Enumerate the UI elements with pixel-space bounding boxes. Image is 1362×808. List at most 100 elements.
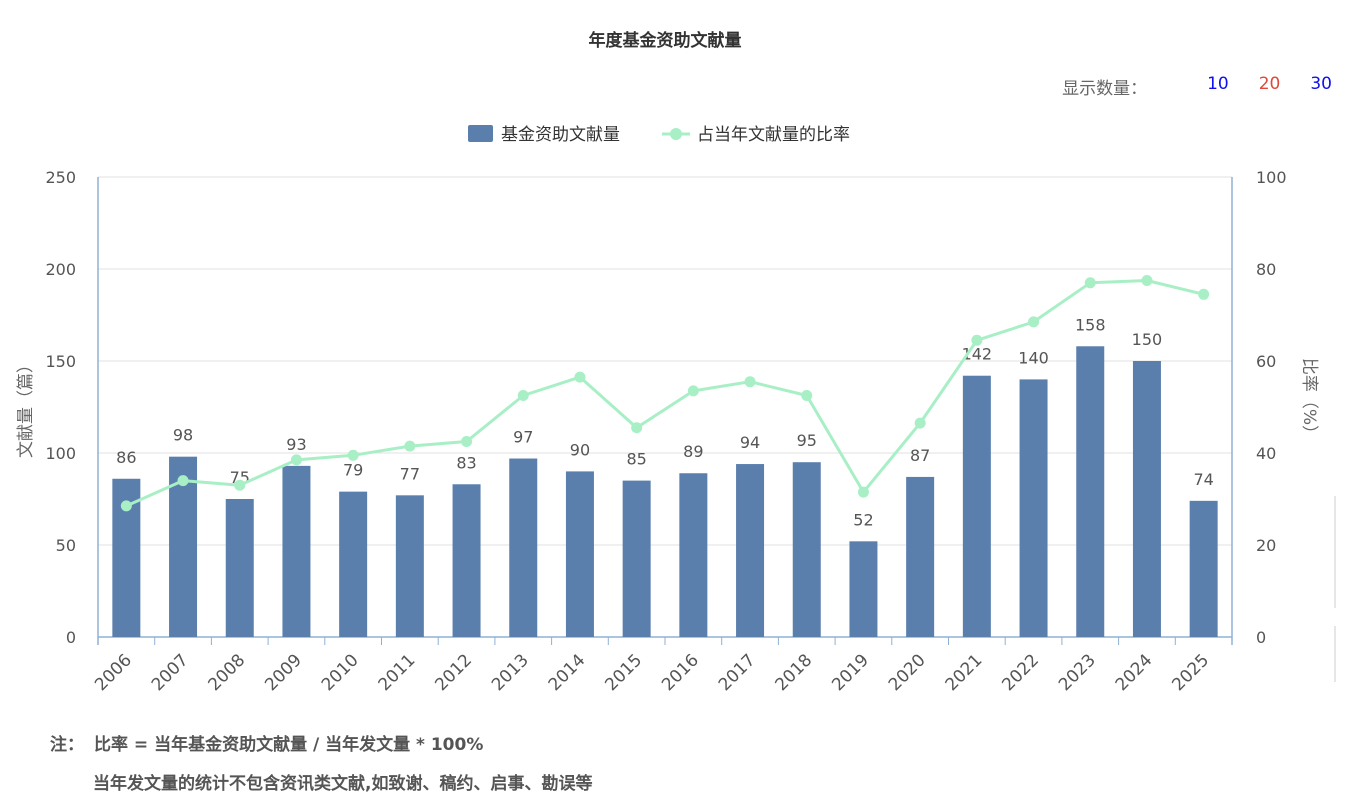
bar-data-label: 140 [1018,348,1049,367]
x-tick-label: 2006 [91,650,136,695]
x-tick-label: 2007 [148,650,193,695]
ratio-point [120,500,132,512]
display-count-selector: 显示数量： 10 20 30 [1062,74,1332,99]
bar [1076,346,1105,637]
ratio-point [1028,316,1040,328]
bar-data-label: 85 [626,450,646,469]
bar [1189,500,1218,637]
ratio-point [347,449,359,461]
x-tick-label: 2013 [488,650,533,695]
bar [679,473,708,637]
bar-data-label: 158 [1075,315,1106,334]
note-ratio-definition: 比率 = 当年基金资助文献量 / 当年发文量 * 100% [94,735,484,755]
bar-data-label: 93 [286,435,306,454]
x-tick-label: 2023 [1055,650,1100,695]
legend-bar-swatch [468,125,493,142]
y-tick-label: 150 [45,352,76,371]
chart-legend[interactable]: 基金资助文献量 占当年文献量的比率 [468,125,850,145]
bar-data-label: 74 [1193,470,1213,489]
scroll-divider [1334,626,1336,682]
y-tick-label: 250 [45,168,76,187]
bar [906,476,935,637]
ratio-point [517,390,529,401]
y2-tick-label: 60 [1256,352,1276,371]
y-tick-label: 0 [66,628,76,647]
grid-lines [98,176,1232,546]
count-option-10[interactable]: 10 [1207,74,1229,94]
bar-data-label: 89 [683,442,703,461]
bar [792,462,821,637]
ratio-point [914,417,926,429]
bar-series [112,346,1218,637]
bar-data-label: 87 [910,446,930,465]
bar [736,464,765,637]
bar [1132,361,1161,637]
bar-data-label: 79 [343,461,363,480]
x-tick-label: 2020 [885,650,930,695]
x-tick-label: 2022 [998,650,1043,695]
count-option-20[interactable]: 20 [1258,74,1281,94]
ratio-point [971,334,983,346]
y2-tick-label: 100 [1256,168,1287,187]
ratio-point [631,422,643,434]
x-tick-label: 2017 [715,650,760,695]
ratio-point [687,385,699,397]
ratio-point [574,371,586,383]
y2-axis-title: 比率（%） [1299,358,1319,442]
ratio-point [1198,288,1210,300]
bar [282,465,311,637]
x-tick-label: 2025 [1168,650,1213,695]
bar-data-label: 95 [797,431,817,450]
y2-tick-label: 40 [1256,444,1276,463]
ratio-point [801,390,813,401]
ratio-point [857,486,869,498]
bar [565,471,594,637]
x-tick-label: 2016 [658,650,703,695]
chart-title: 年度基金资助文献量 [588,31,742,51]
bar [849,541,878,637]
bar [339,491,368,637]
ratio-point [1084,277,1096,289]
chart-notes: 注： 比率 = 当年基金资助文献量 / 当年发文量 * 100% 当年发文量的统计… [50,730,592,794]
x-tick-label: 2024 [1112,650,1157,695]
bar-data-label: 52 [853,510,873,529]
x-tick-label: 2018 [772,650,817,695]
ratio-line-series [120,275,1210,512]
bar-data-label: 98 [173,426,193,445]
bar-data-label: 83 [456,453,476,472]
bar [452,484,481,637]
bar [169,456,198,637]
y-tick-label: 200 [45,260,76,279]
bar [509,458,538,637]
x-tick-label: 2015 [601,650,646,695]
bar-data-label: 97 [513,428,533,447]
ratio-point [177,475,189,487]
legend-bar-label: 基金资助文献量 [501,125,620,145]
ratio-point [744,376,756,388]
y-tick-label: 50 [56,536,76,555]
ratio-point [1141,275,1153,286]
bar-data-label: 77 [400,464,420,483]
bar [395,495,424,637]
y-tick-label: 100 [45,444,76,463]
x-tick-label: 2009 [261,650,306,695]
note-exclusion: 当年发文量的统计不包含资讯类文献,如致谢、稿约、启事、勘误等 [93,774,593,794]
bar [622,480,651,637]
y2-tick-label: 20 [1256,536,1276,555]
x-tick-label: 2014 [545,650,590,695]
x-tick-label: 2010 [318,650,363,695]
bar-data-label: 94 [740,433,760,452]
display-count-label: 显示数量： [1062,79,1148,99]
bar [1019,379,1048,637]
x-tick-label: 2019 [828,650,873,695]
scroll-divider [1334,496,1336,608]
y2-tick-label: 0 [1256,628,1266,647]
x-tick-label: 2011 [375,650,420,695]
bar-data-label: 90 [570,440,590,459]
count-option-30[interactable]: 30 [1310,74,1332,94]
x-tick-label: 2008 [205,650,250,695]
ratio-point [290,454,302,466]
notes-prefix: 注： [50,735,84,755]
ratio-point [234,479,246,491]
